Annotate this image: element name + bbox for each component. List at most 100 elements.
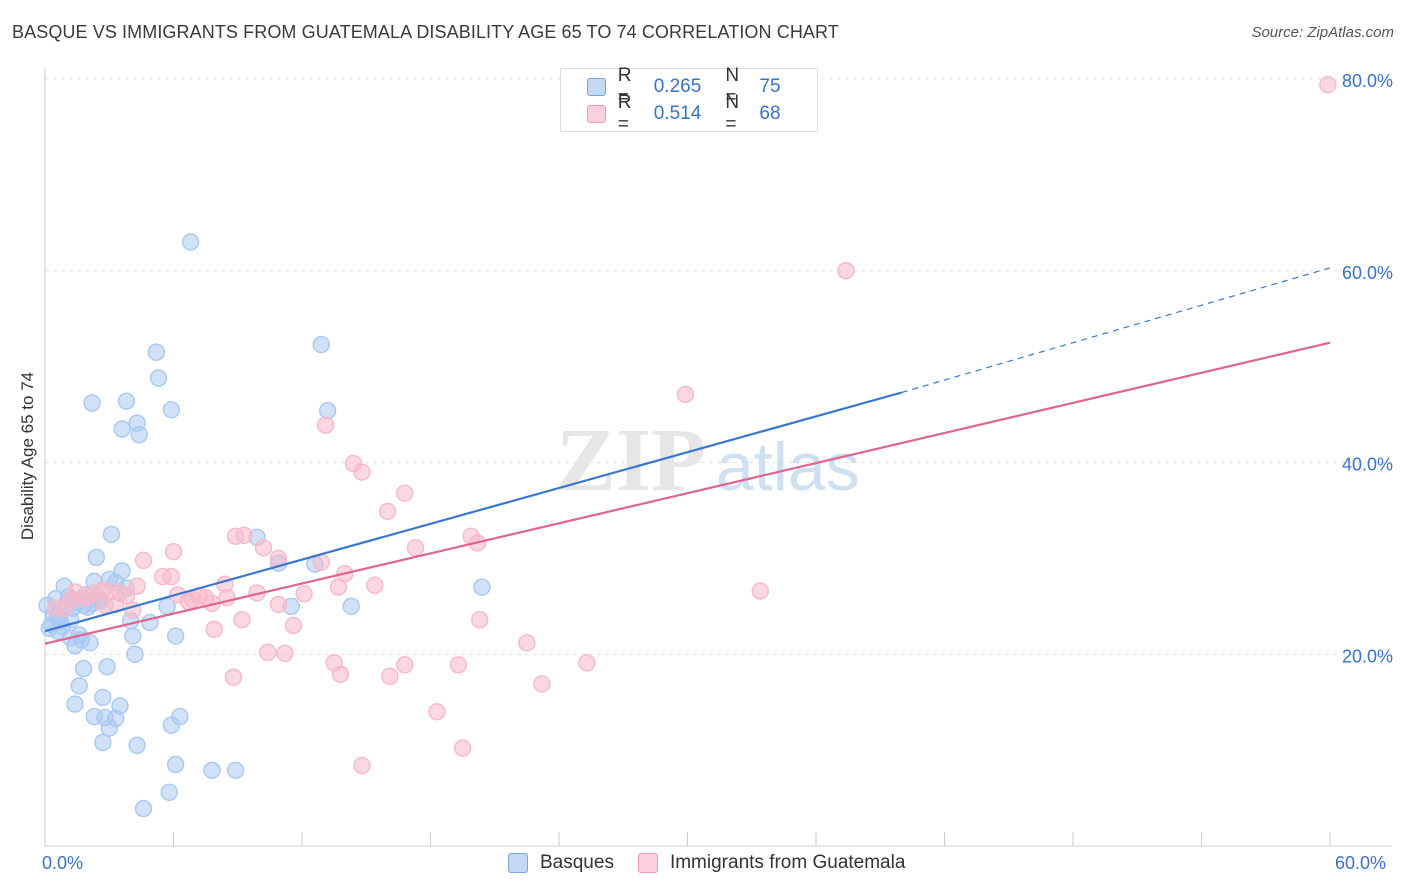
y-tick-label: 80.0%: [1342, 71, 1393, 91]
data-point: [126, 645, 144, 663]
data-point: [94, 733, 112, 752]
data-point: [837, 262, 855, 280]
series-guatemala: [47, 76, 1337, 775]
legend-r-value: 0.265: [653, 76, 702, 97]
trend-lines: [44, 267, 1331, 645]
data-point: [316, 416, 335, 434]
data-point: [254, 539, 273, 557]
data-point: [166, 627, 185, 645]
trend-line-basques: [44, 391, 902, 633]
data-point: [518, 634, 536, 652]
data-point: [284, 616, 303, 635]
source-credit: Source: ZipAtlas.com: [1251, 24, 1394, 41]
data-point: [342, 597, 360, 616]
y-tick-label: 20.0%: [1342, 646, 1393, 666]
data-point: [205, 620, 223, 639]
data-point: [124, 627, 142, 645]
legend-swatch-basques: [587, 78, 606, 96]
data-point: [381, 667, 399, 686]
y-tick-label: 40.0%: [1342, 455, 1393, 475]
data-point: [181, 233, 200, 251]
data-point: [378, 502, 397, 521]
x-tick-label-min: 0.0%: [42, 853, 84, 873]
data-point: [134, 551, 153, 569]
data-point: [396, 484, 414, 502]
legend: R = 0.265 N = 75 R = 0.514 N = 68: [560, 65, 818, 135]
data-point: [70, 677, 88, 695]
legend-n-value: 68: [759, 103, 781, 124]
data-point: [83, 394, 101, 412]
legend-n-value: 75: [759, 76, 781, 97]
watermark-atlas: atlas: [716, 429, 860, 505]
data-point: [164, 542, 183, 561]
grid-lines: [45, 78, 1392, 655]
data-point: [449, 656, 468, 674]
data-point: [331, 665, 350, 684]
bottom-legend: Basques Immigrants from Guatemala: [508, 852, 929, 874]
data-point: [74, 659, 93, 678]
data-point: [366, 576, 384, 594]
bottom-legend-label-basques: Basques: [540, 852, 614, 873]
data-point: [224, 668, 243, 686]
data-point: [471, 611, 489, 629]
data-point: [428, 703, 446, 721]
data-point: [149, 369, 168, 387]
legend-n-label: N =: [725, 65, 740, 108]
data-point: [233, 611, 251, 629]
data-point: [47, 599, 65, 617]
watermark: ZIP atlas: [556, 411, 860, 510]
data-point: [147, 343, 166, 361]
data-point: [96, 596, 114, 615]
data-point: [235, 526, 253, 545]
data-point: [184, 590, 202, 609]
legend-r-label: R =: [617, 92, 632, 135]
legend-row-guatemala: R = 0.514 N = 68: [587, 92, 817, 135]
data-point: [160, 783, 178, 802]
bottom-legend-basques: Basques: [508, 852, 614, 874]
series-basques: [38, 233, 491, 818]
data-point: [128, 736, 146, 755]
data-point: [1319, 76, 1337, 94]
trend-line-extension: [901, 267, 1331, 394]
data-points: [38, 76, 1337, 818]
data-point: [406, 539, 425, 557]
bottom-legend-guatemala: Immigrants from Guatemala: [637, 852, 906, 874]
bottom-legend-swatch-basques: [508, 853, 528, 873]
data-point: [94, 688, 112, 707]
data-point: [353, 463, 371, 481]
data-point: [312, 335, 330, 354]
data-point: [98, 658, 116, 676]
data-point: [66, 695, 84, 713]
data-point: [162, 401, 181, 419]
data-point: [111, 584, 129, 602]
data-point: [353, 756, 371, 775]
data-point: [676, 385, 695, 404]
data-point: [396, 656, 414, 674]
y-tick-label: 60.0%: [1342, 263, 1393, 283]
data-point: [102, 525, 121, 544]
data-point: [162, 567, 181, 586]
legend-r-value: 0.514: [653, 103, 702, 124]
data-point: [751, 582, 770, 600]
legend-row-basques: R = 0.265 N = 75: [587, 65, 817, 108]
data-point: [473, 578, 491, 596]
trend-line-guatemala: [44, 341, 1331, 645]
legend-n-label: N =: [725, 92, 740, 135]
data-point: [130, 425, 148, 444]
bottom-legend-label-guatemala: Immigrants from Guatemala: [669, 852, 906, 873]
data-point: [128, 577, 146, 595]
chart-title: BASQUE VS IMMIGRANTS FROM GUATEMALA DISA…: [12, 22, 839, 42]
data-point: [117, 392, 136, 410]
data-point: [269, 595, 288, 614]
data-point: [295, 585, 313, 603]
data-point: [226, 761, 245, 779]
data-point: [276, 644, 294, 662]
data-point: [203, 761, 221, 779]
axes: [44, 68, 1392, 847]
data-point: [113, 420, 131, 438]
data-point: [319, 402, 337, 420]
data-point: [166, 755, 185, 774]
bottom-legend-swatch-guatemala: [637, 853, 658, 873]
data-point: [87, 548, 106, 567]
